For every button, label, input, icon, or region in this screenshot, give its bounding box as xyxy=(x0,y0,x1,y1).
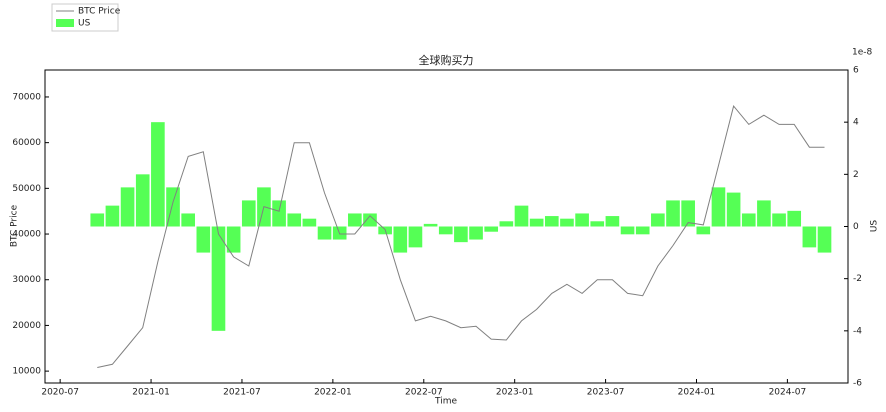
bar xyxy=(605,216,620,227)
y2-tick-label: -2 xyxy=(853,274,862,284)
bar xyxy=(590,221,605,227)
bar xyxy=(363,213,377,227)
y2-axis-label: US xyxy=(870,220,880,233)
y2-tick-label: 4 xyxy=(853,118,859,128)
bar xyxy=(575,213,589,227)
bar xyxy=(241,200,256,227)
bar xyxy=(181,213,195,227)
bar xyxy=(226,226,241,253)
bar xyxy=(666,200,680,227)
x-tick-label: 2022-07 xyxy=(405,388,443,398)
y2-tick-label: -4 xyxy=(853,326,862,336)
bar xyxy=(757,200,771,227)
bar xyxy=(711,187,726,227)
y2-scale-label: 1e-8 xyxy=(852,48,873,58)
bar xyxy=(696,226,711,235)
bar xyxy=(454,226,468,243)
legend-label: US xyxy=(78,19,91,29)
x-tick-label: 2023-01 xyxy=(496,388,534,398)
bar xyxy=(802,226,817,248)
y-tick-label: 20000 xyxy=(12,321,41,331)
y-tick-label: 50000 xyxy=(12,184,41,194)
bar xyxy=(681,200,695,227)
x-tick-label: 2024-01 xyxy=(678,388,716,398)
bar xyxy=(635,226,650,235)
bar xyxy=(135,174,150,227)
bar xyxy=(514,205,529,227)
y-tick-label: 10000 xyxy=(12,367,41,377)
y-tick-label: 30000 xyxy=(12,275,41,285)
bar xyxy=(484,226,499,232)
bar xyxy=(560,218,574,227)
y2-tick-label: 6 xyxy=(853,66,859,76)
y-tick-label: 60000 xyxy=(12,138,41,148)
bar xyxy=(393,226,408,253)
bar xyxy=(469,226,483,240)
bar xyxy=(317,226,332,240)
bar xyxy=(423,223,438,227)
bar xyxy=(726,192,741,227)
bar xyxy=(287,213,302,227)
legend-label: BTC Price xyxy=(78,7,121,17)
y2-tick-label: -6 xyxy=(853,379,862,389)
bar xyxy=(438,226,453,235)
bar xyxy=(741,213,756,227)
x-tick-label: 2021-01 xyxy=(132,388,170,398)
bar xyxy=(105,205,120,227)
bar xyxy=(408,226,423,248)
x-tick-label: 2023-07 xyxy=(587,388,625,398)
bar xyxy=(90,213,105,227)
y2-tick-label: 2 xyxy=(853,170,859,180)
bar xyxy=(272,200,286,227)
x-tick-label: 2020-07 xyxy=(41,388,79,398)
bar xyxy=(196,226,211,253)
bar xyxy=(499,221,514,227)
bar xyxy=(120,187,135,227)
legend-patch xyxy=(56,19,74,27)
x-tick-label: 2021-07 xyxy=(223,388,261,398)
bar xyxy=(151,122,165,227)
bar xyxy=(348,213,362,227)
bar xyxy=(529,218,544,227)
bar xyxy=(211,226,226,331)
y-tick-label: 70000 xyxy=(12,92,41,102)
x-tick-label: 2022-01 xyxy=(314,388,352,398)
chart-title: 全球购买力 xyxy=(419,53,474,67)
x-axis-label: Time xyxy=(434,397,457,407)
y-axis-label: BTC Price xyxy=(10,204,20,247)
x-tick-label: 2024-07 xyxy=(769,388,807,398)
bar xyxy=(787,210,802,227)
bar xyxy=(620,226,635,235)
bar xyxy=(817,226,832,253)
price-line xyxy=(97,105,825,368)
bar xyxy=(772,213,786,227)
bar xyxy=(544,216,559,227)
y-tick-label: 40000 xyxy=(12,230,41,240)
bar xyxy=(302,218,317,227)
y2-tick-label: 0 xyxy=(853,222,859,232)
bar xyxy=(651,213,665,227)
